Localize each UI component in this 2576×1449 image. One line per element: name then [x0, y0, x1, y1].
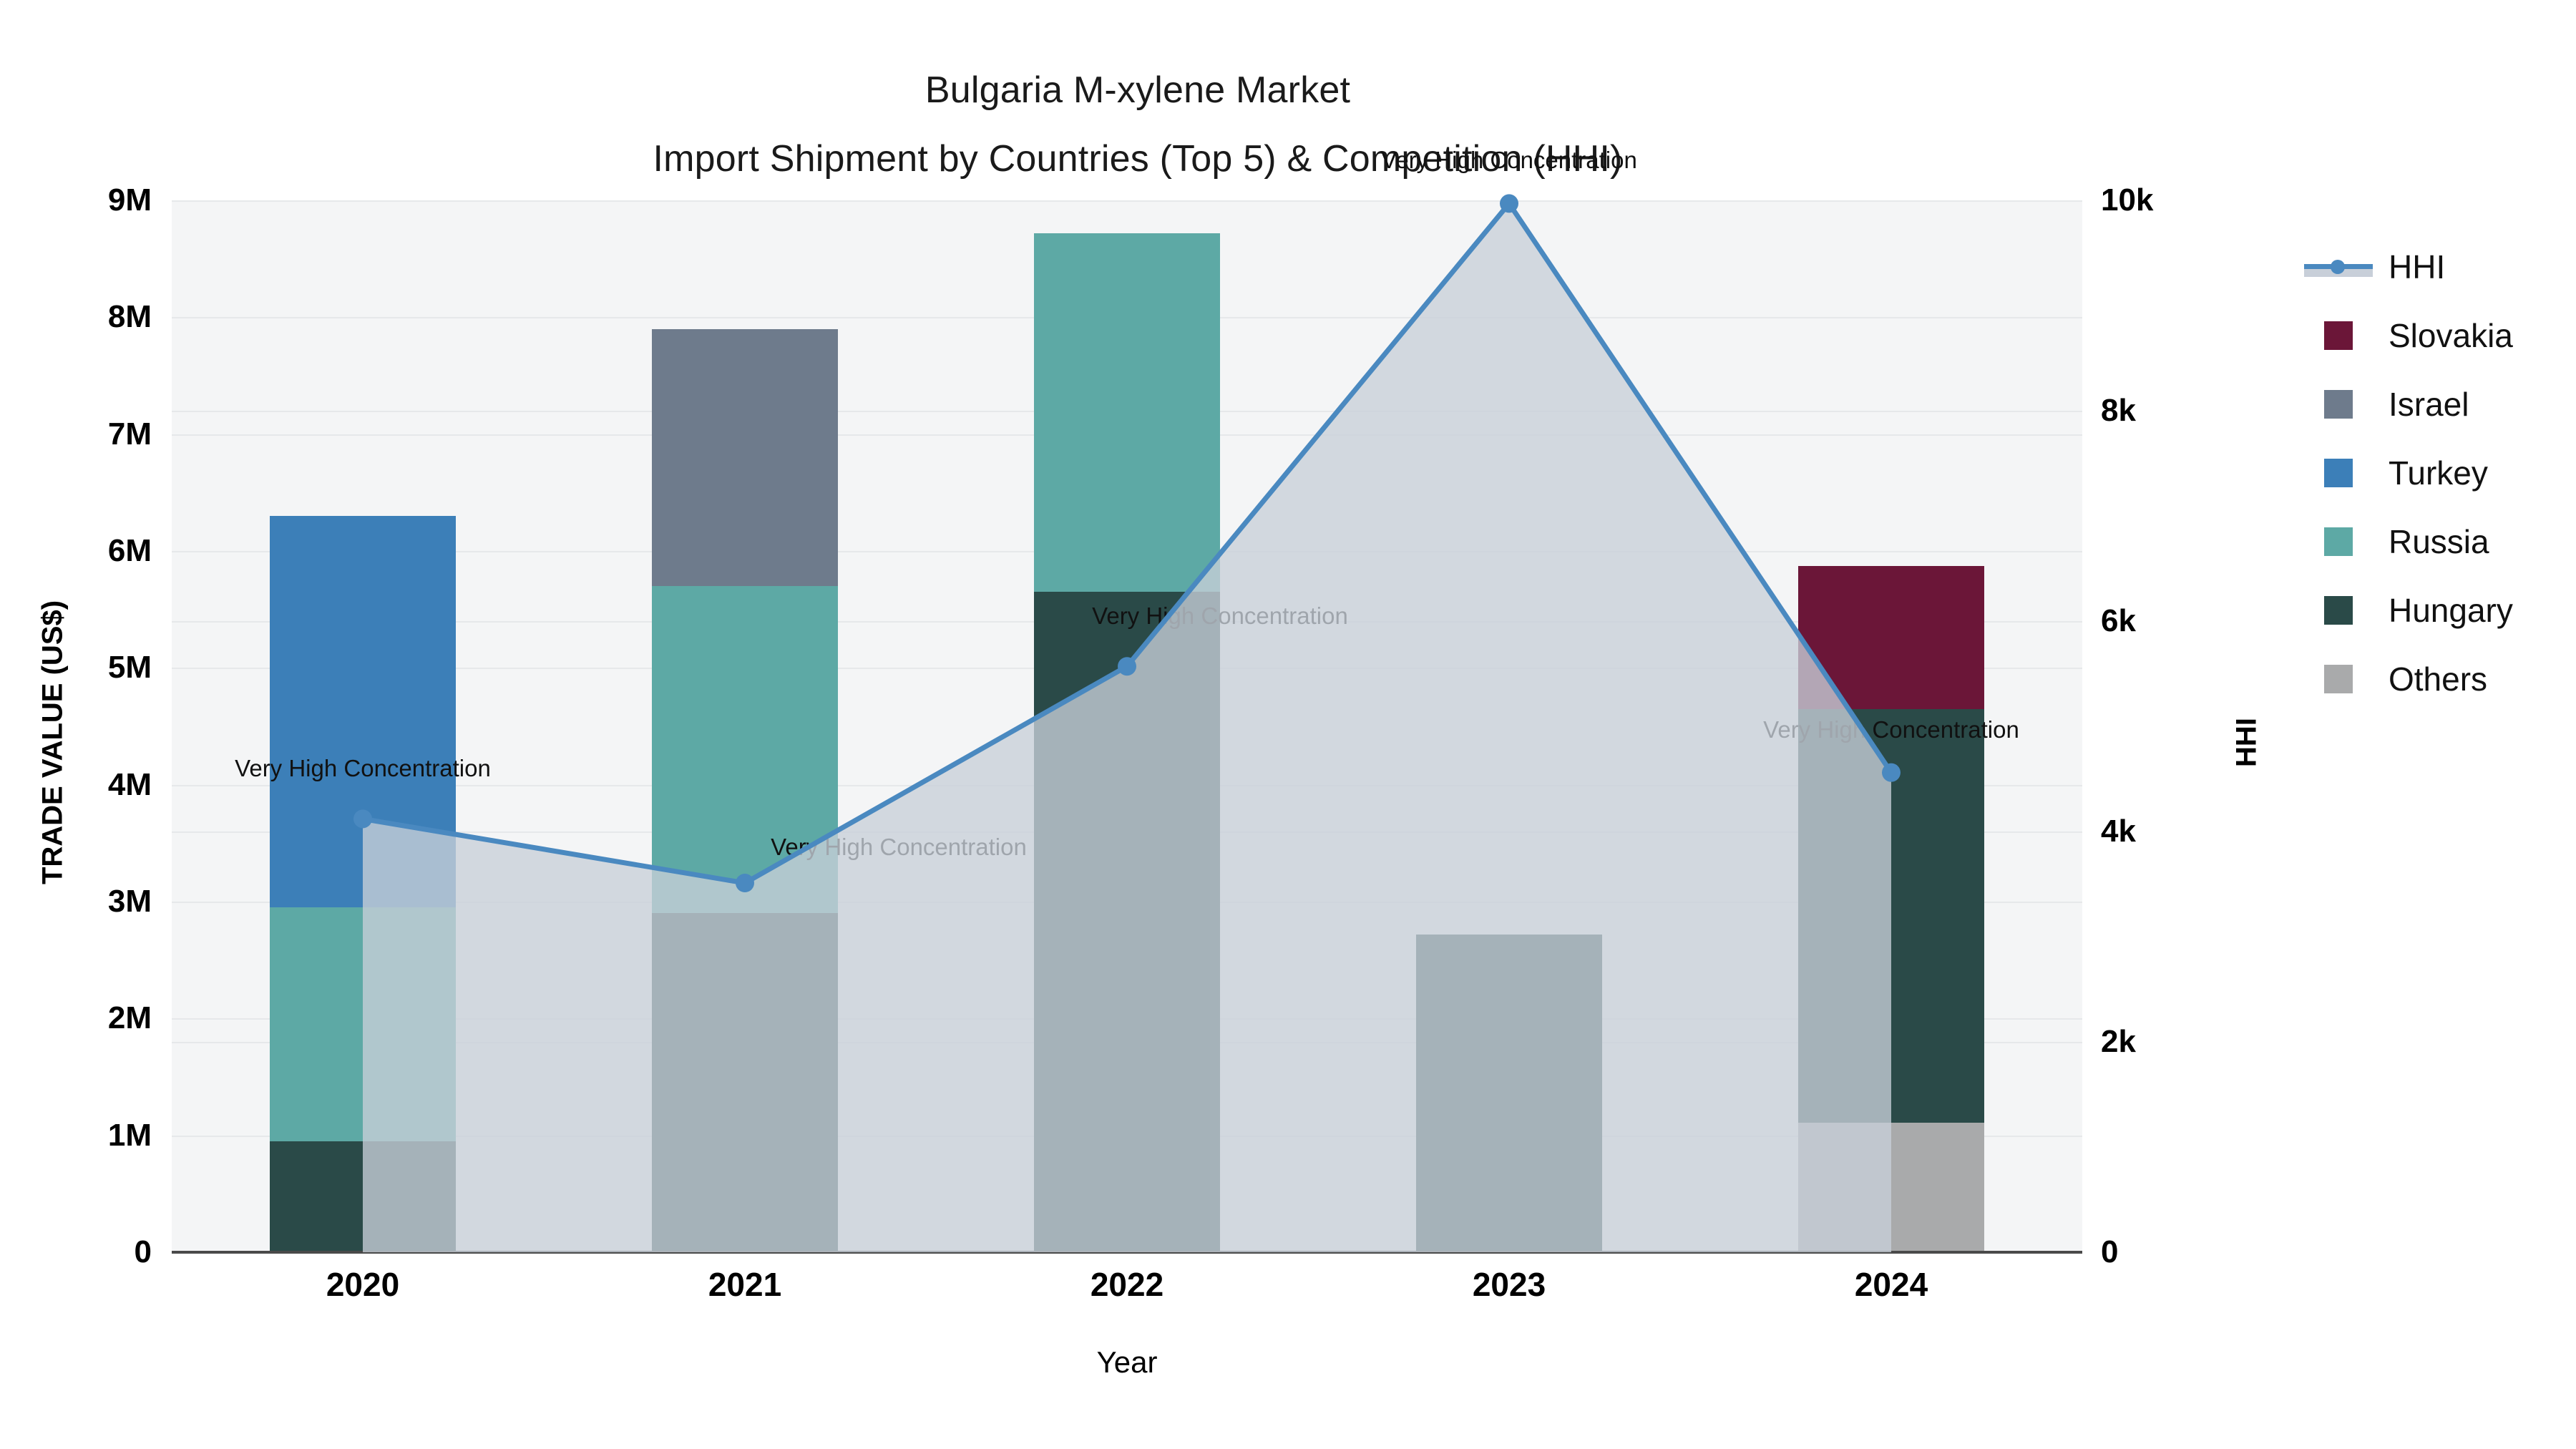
- x-tick-2024: 2024: [1854, 1266, 1928, 1303]
- bar-segment-others-2024[interactable]: [1798, 1122, 1984, 1252]
- legend-swatch-icon: [2324, 596, 2353, 625]
- legend-swatch-icon: [2324, 459, 2353, 487]
- legend-label: Turkey: [2389, 454, 2488, 492]
- bar-segment-russia-2020[interactable]: [270, 907, 456, 1141]
- legend-item-hungary[interactable]: Hungary: [2290, 576, 2576, 645]
- bar-segment-hungary-2020[interactable]: [270, 1141, 456, 1252]
- y-tick-right-6k: 6k: [2101, 603, 2136, 638]
- legend-label: Israel: [2389, 386, 2469, 423]
- bar-segment-hungary-2021[interactable]: [652, 913, 838, 1252]
- y-tick-left-9M: 9M: [107, 182, 152, 218]
- legend-item-israel[interactable]: Israel: [2290, 370, 2576, 439]
- legend-label: Hungary: [2389, 592, 2513, 629]
- y-tick-left-4M: 4M: [107, 766, 152, 802]
- y-tick-right-10k: 10k: [2101, 182, 2154, 218]
- chart-title-block: Bulgaria M-xylene Market Import Shipment…: [0, 56, 2275, 193]
- chart-legend: HHI Slovakia Israel Turkey Russia Hungary Othe…: [2290, 233, 2576, 713]
- bar-segment-hungary-2022[interactable]: [1034, 592, 1220, 1252]
- y-tick-left-1M: 1M: [107, 1117, 152, 1153]
- x-tick-2021: 2021: [708, 1266, 782, 1303]
- x-axis-baseline: [172, 1251, 2082, 1254]
- x-tick-2020: 2020: [326, 1266, 400, 1303]
- bar-segment-hungary-2024[interactable]: [1798, 708, 1984, 1123]
- annotation-concentration-2022: Very High Concentration: [1092, 602, 1348, 630]
- legend-label: Slovakia: [2389, 317, 2513, 354]
- annotation-concentration-2023: Very High Concentration: [1381, 147, 1637, 174]
- bar-segment-russia-2022[interactable]: [1034, 233, 1220, 592]
- annotation-concentration-2021: Very High Concentration: [771, 834, 1027, 861]
- chart-title: Bulgaria M-xylene Market: [924, 69, 1351, 111]
- chart-subtitle: Import Shipment by Countries (Top 5) & C…: [653, 138, 1623, 180]
- legend-swatch-icon: [2324, 665, 2353, 693]
- annotation-concentration-2024: Very High Concentration: [1763, 716, 2019, 743]
- legend-item-others[interactable]: Others: [2290, 645, 2576, 713]
- y-tick-left-2M: 2M: [107, 1000, 152, 1036]
- legend-label: Russia: [2389, 523, 2489, 560]
- y-tick-left-6M: 6M: [107, 533, 152, 568]
- y-tick-left-5M: 5M: [107, 650, 152, 686]
- annotation-concentration-2020: Very High Concentration: [235, 755, 491, 782]
- legend-label: HHI: [2389, 248, 2446, 286]
- x-axis-title: Year: [1096, 1345, 1158, 1379]
- legend-line-icon: [2304, 253, 2373, 281]
- bar-segment-slovakia-2024[interactable]: [1798, 566, 1984, 709]
- y-tick-right-8k: 8k: [2101, 393, 2136, 428]
- x-tick-2022: 2022: [1090, 1266, 1164, 1303]
- gridline-right: [172, 200, 2082, 202]
- legend-item-slovakia[interactable]: Slovakia: [2290, 301, 2576, 370]
- legend-item-turkey[interactable]: Turkey: [2290, 439, 2576, 507]
- legend-item-russia[interactable]: Russia: [2290, 507, 2576, 576]
- bar-segment-russia-2021[interactable]: [652, 586, 838, 914]
- legend-item-hhi[interactable]: HHI: [2290, 233, 2576, 301]
- y-tick-left-7M: 7M: [107, 416, 152, 452]
- y-tick-left-3M: 3M: [107, 884, 152, 919]
- y-axis-left-title: TRADE VALUE (US$): [36, 600, 69, 885]
- legend-swatch-icon: [2324, 527, 2353, 556]
- y-axis-right-title: HHI: [2230, 718, 2263, 767]
- y-tick-right-0: 0: [2101, 1234, 2119, 1269]
- legend-label: Others: [2389, 660, 2488, 698]
- y-tick-left-8M: 8M: [107, 299, 152, 335]
- y-tick-left-0: 0: [134, 1234, 152, 1269]
- legend-swatch-icon: [2324, 321, 2353, 350]
- y-tick-right-4k: 4k: [2101, 814, 2136, 849]
- bar-segment-israel-2021[interactable]: [652, 328, 838, 586]
- y-tick-right-2k: 2k: [2101, 1024, 2136, 1059]
- bar-segment-hungary-2023[interactable]: [1416, 934, 1602, 1252]
- bar-segment-turkey-2020[interactable]: [270, 516, 456, 908]
- x-tick-2023: 2023: [1472, 1266, 1546, 1303]
- legend-swatch-icon: [2324, 390, 2353, 419]
